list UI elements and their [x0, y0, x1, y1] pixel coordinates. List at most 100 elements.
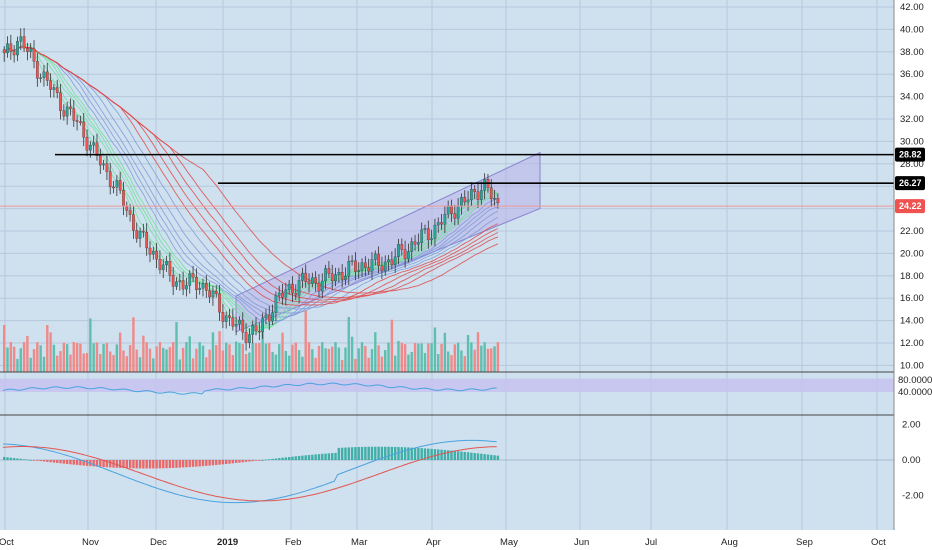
- candle-body: [377, 253, 380, 266]
- volume-bar: [138, 357, 142, 372]
- volume-bar: [69, 354, 72, 372]
- horizontal-levels[interactable]: [0, 153, 894, 207]
- candle-body: [35, 61, 39, 79]
- macd-hist-bar: [274, 458, 278, 460]
- volume-bar: [128, 344, 132, 372]
- candle-body: [287, 283, 291, 290]
- macd-hist-bar: [238, 460, 241, 463]
- candle-body: [476, 191, 480, 200]
- macd-hist-bar: [294, 456, 297, 460]
- price-tick-label: 18.00: [900, 271, 924, 282]
- candle-body: [460, 197, 463, 207]
- candlesticks[interactable]: [2, 27, 500, 351]
- candle-body: [122, 190, 125, 207]
- volume-bar: [321, 342, 324, 372]
- candle-body: [423, 228, 427, 230]
- candle-body: [364, 262, 367, 268]
- volume-bar: [476, 332, 480, 372]
- time-label: Jun: [574, 537, 589, 548]
- candle-body: [430, 238, 433, 241]
- volume-bar: [393, 355, 397, 372]
- candle-body: [453, 213, 457, 219]
- macd-hist-bar: [357, 447, 360, 460]
- volume-bar: [311, 349, 314, 372]
- macd-hist-bar: [496, 455, 500, 460]
- volume-bar: [205, 357, 208, 372]
- macd-hist-bar: [374, 446, 377, 460]
- volume-bar: [95, 342, 99, 372]
- macd-hist-bar: [486, 454, 490, 460]
- volume-bar: [357, 348, 360, 372]
- macd-hist-bar: [241, 460, 244, 463]
- volume-bar: [496, 342, 500, 372]
- macd-hist-bar: [493, 455, 496, 460]
- volume-bar: [407, 354, 410, 372]
- macd-hist-bar: [370, 446, 374, 460]
- macd-hist-bar: [145, 460, 148, 469]
- rsi-tick-label: 40.0000: [898, 387, 932, 398]
- candle-body: [244, 331, 248, 343]
- candle-body: [155, 250, 158, 260]
- volume-bar: [307, 342, 311, 372]
- candle-body: [370, 259, 374, 272]
- macd-hist-bar: [287, 457, 291, 460]
- macd-hist-bar: [3, 456, 6, 460]
- candle-body: [12, 51, 16, 56]
- volume-bar: [466, 334, 470, 372]
- time-label: Oct: [0, 537, 14, 548]
- macd-hist-bar: [85, 460, 89, 466]
- volume-bar: [446, 351, 450, 372]
- candle-body: [112, 186, 115, 189]
- volume-bar: [195, 348, 198, 372]
- macd-hist-bar: [46, 460, 49, 462]
- price-tick-label: 22.00: [900, 226, 924, 237]
- rsi-pane[interactable]: [0, 378, 894, 395]
- candle-body: [281, 292, 284, 298]
- volume-bar: [284, 351, 288, 372]
- ma-line-8: [3, 46, 498, 331]
- macd-hist-bar: [52, 460, 56, 463]
- macd-hist-bar: [102, 460, 105, 468]
- candle-body: [304, 272, 308, 282]
- time-label: Mar: [351, 537, 367, 548]
- candle-body: [195, 277, 198, 290]
- macd-hist-bar: [460, 451, 463, 460]
- time-label: Feb: [285, 537, 301, 548]
- candle-body: [463, 197, 467, 203]
- volume-bar: [437, 354, 440, 372]
- volume-bar: [403, 344, 407, 372]
- candle-body: [380, 265, 384, 272]
- macd-hist-bar: [62, 460, 66, 464]
- price-tick-label: 32.00: [900, 114, 924, 125]
- candle-body: [224, 315, 228, 322]
- macd-hist-bar: [22, 459, 26, 460]
- volume-bar: [347, 317, 350, 372]
- volume-bar: [350, 336, 354, 372]
- candle-body: [277, 292, 281, 296]
- volume-bar: [410, 351, 413, 372]
- macd-pane[interactable]: [0, 439, 894, 504]
- macd-hist-bar: [75, 460, 79, 465]
- volume-bar: [490, 348, 493, 372]
- macd-hist-bar: [122, 460, 125, 469]
- macd-hist-bar: [271, 458, 274, 460]
- price-tag-label: 28.82: [899, 150, 922, 160]
- macd-hist-bar: [443, 449, 447, 460]
- macd-hist-bar: [79, 460, 82, 466]
- candle-body: [151, 250, 155, 255]
- volume-bar: [19, 348, 22, 372]
- macd-hist-bar: [198, 460, 201, 467]
- macd-hist-bar: [135, 460, 138, 469]
- macd-hist-bar: [92, 460, 95, 467]
- volume-bar: [32, 349, 36, 372]
- volume-bar: [211, 332, 215, 372]
- candle-body: [483, 179, 486, 191]
- candle-body: [284, 289, 288, 298]
- volume-bar: [483, 342, 486, 372]
- time-label: Sep: [796, 537, 813, 548]
- candle-body: [102, 163, 105, 166]
- macd-hist-bar: [248, 460, 251, 462]
- candle-body: [198, 288, 202, 290]
- candle-body: [208, 290, 211, 298]
